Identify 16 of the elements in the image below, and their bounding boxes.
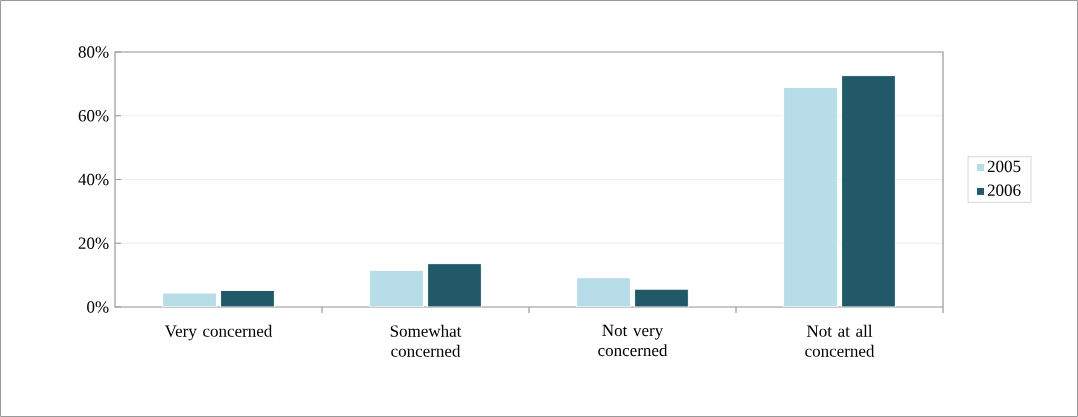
bar bbox=[783, 86, 838, 307]
x-tick-label: Not at all concerned bbox=[805, 324, 875, 357]
bar bbox=[427, 263, 482, 307]
legend-label: 2006 bbox=[987, 184, 1021, 196]
x-tick-label: Somewhat concerned bbox=[390, 324, 462, 357]
y-tick-label: 60% bbox=[78, 109, 109, 122]
x-tick-label: Very concerned bbox=[164, 324, 273, 341]
bar bbox=[369, 269, 424, 307]
y-tick-label: 80% bbox=[78, 46, 109, 58]
y-tick-label: 20% bbox=[78, 237, 109, 250]
bar bbox=[576, 277, 631, 307]
x-tick-label: Not very concerned bbox=[598, 324, 668, 357]
y-tick-label: 0% bbox=[87, 301, 109, 313]
legend-label: 2005 bbox=[987, 160, 1021, 173]
y-tick-label: 40% bbox=[78, 173, 109, 186]
bar bbox=[841, 75, 896, 307]
